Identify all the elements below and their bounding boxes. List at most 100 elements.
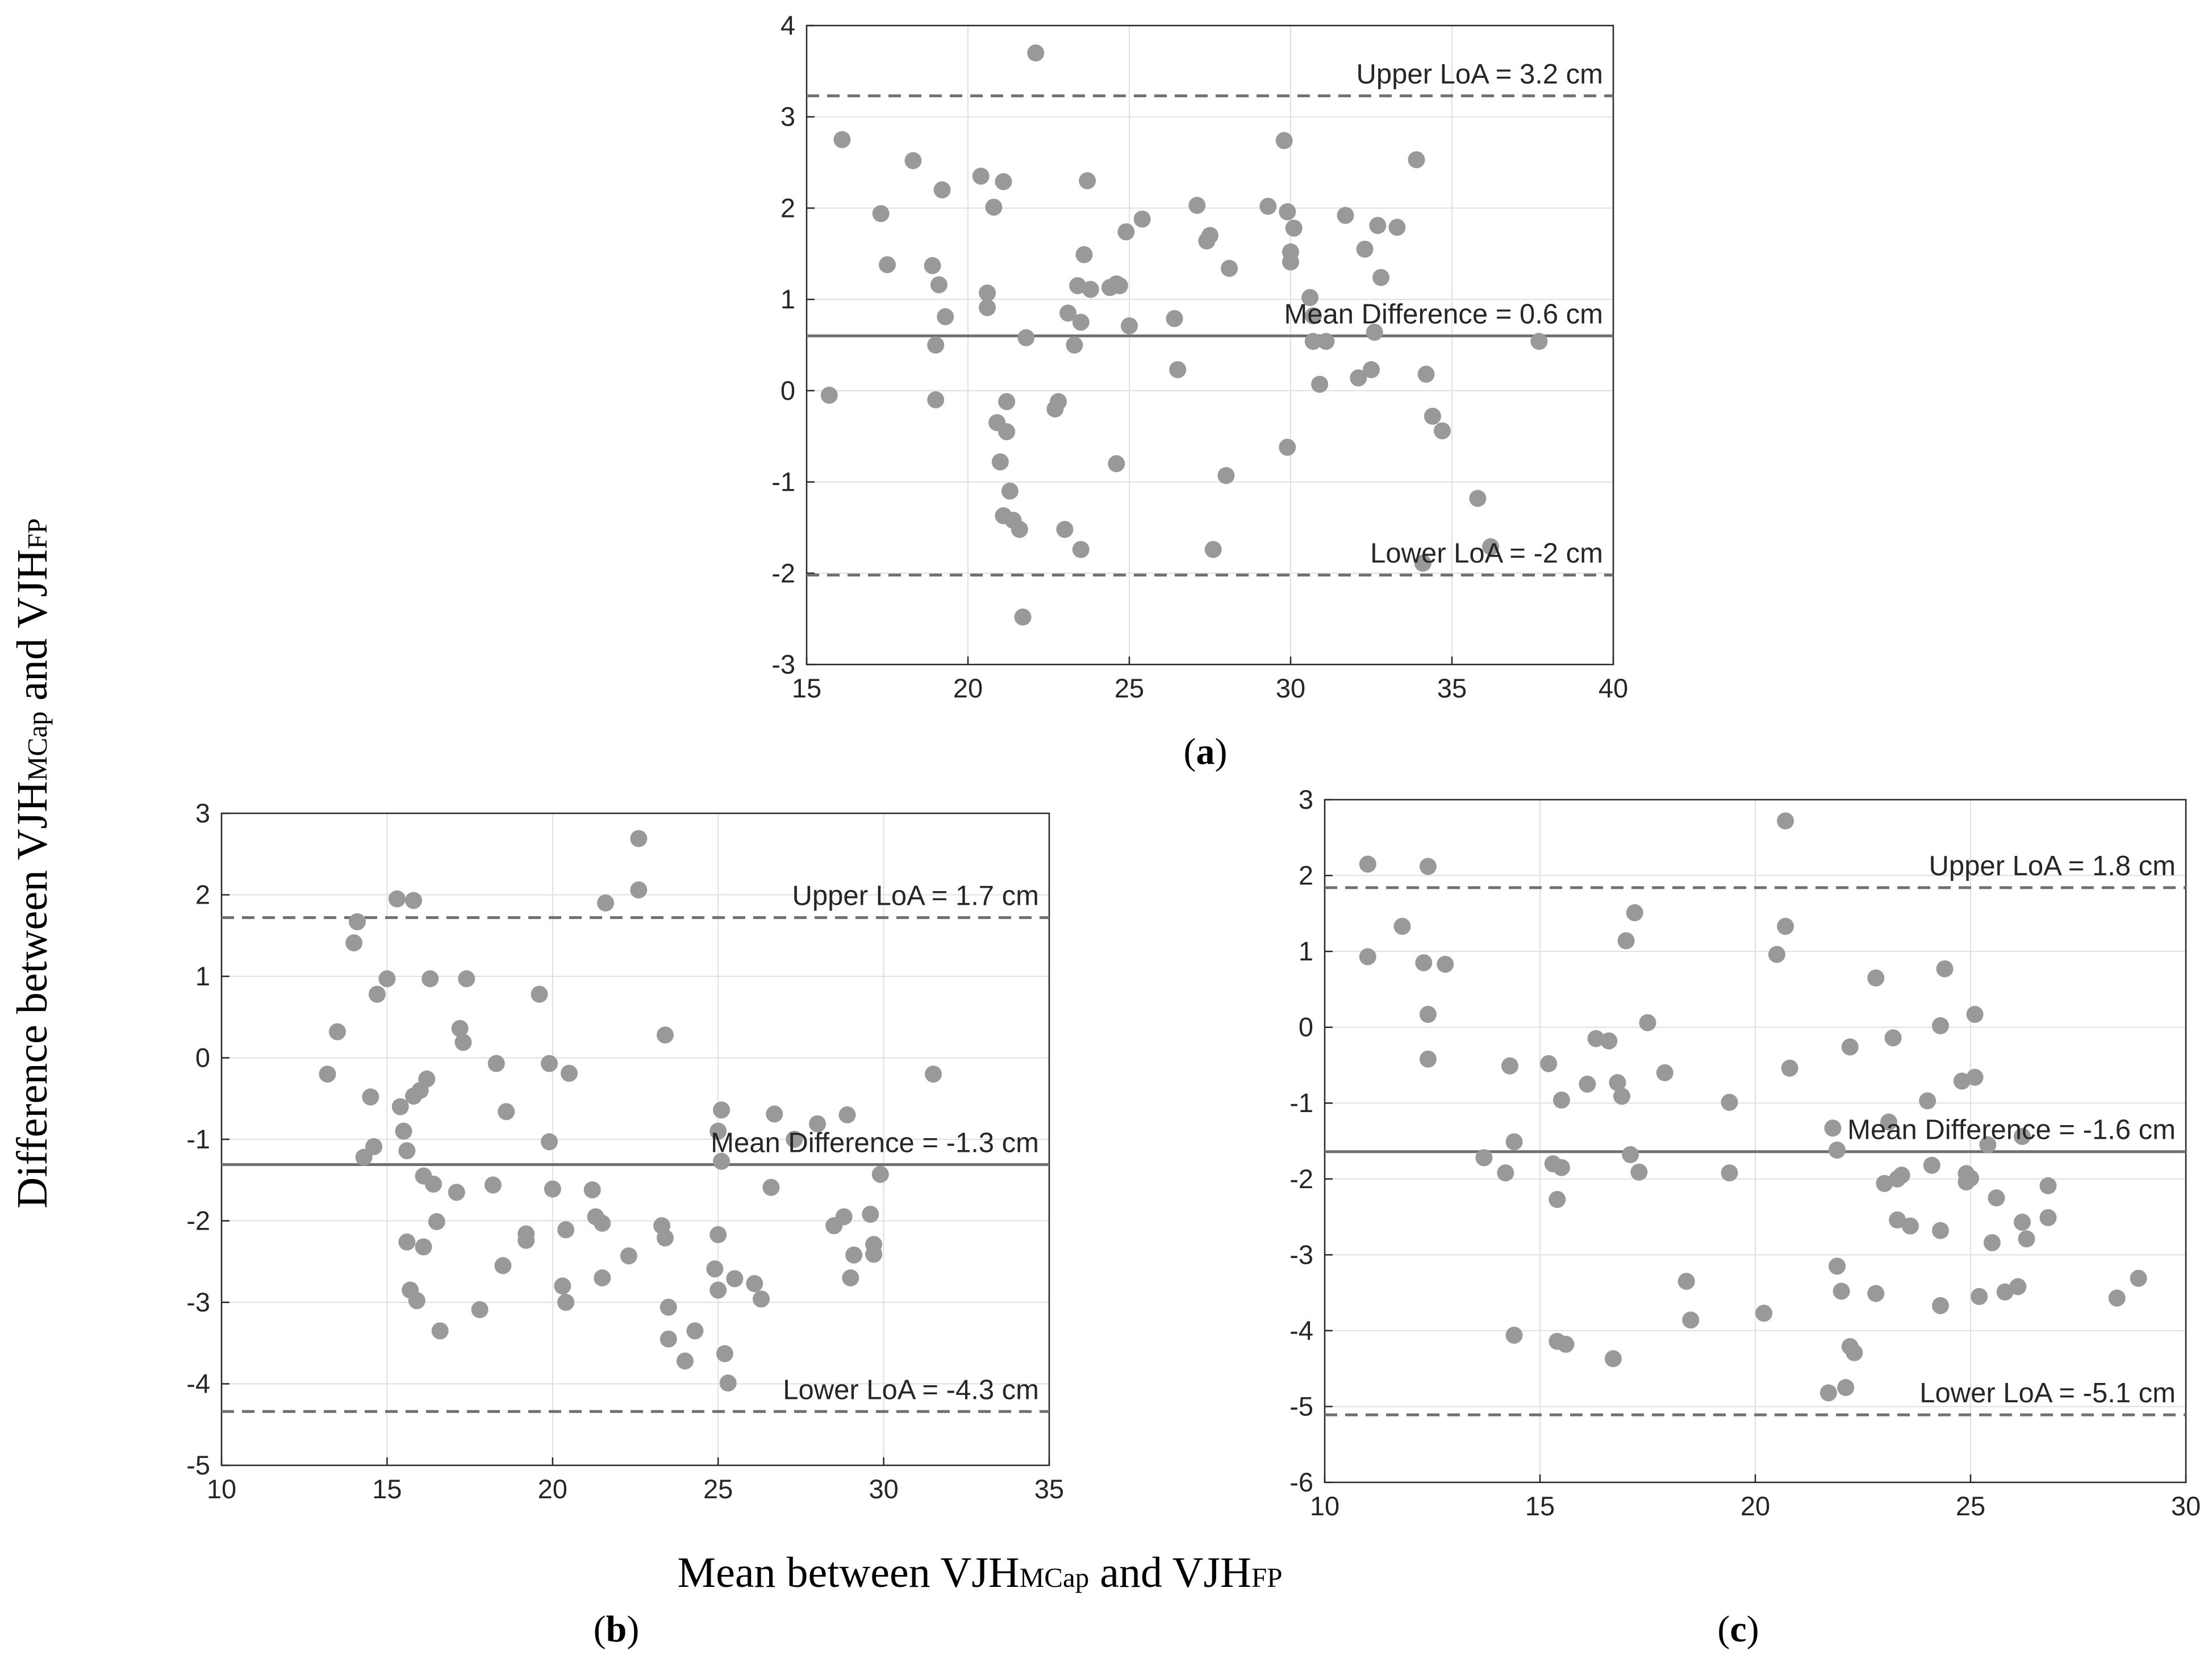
data-point [2013, 1127, 2031, 1145]
data-point [428, 1213, 445, 1230]
data-point [1027, 44, 1045, 62]
data-point [1388, 219, 1406, 236]
data-point [985, 198, 1003, 216]
x-tick-label: 25 [1115, 673, 1144, 703]
y-label-sub-mcap: MCap [22, 712, 53, 782]
data-point [415, 1238, 432, 1256]
data-point [1971, 1288, 1988, 1305]
data-point [1204, 541, 1222, 558]
data-point [1311, 375, 1329, 393]
data-point [1549, 1190, 1566, 1208]
data-point [1108, 455, 1125, 473]
y-label-sub-fp: FP [22, 518, 53, 549]
data-point [904, 152, 922, 169]
data-point [809, 1115, 827, 1133]
data-point [871, 1165, 889, 1183]
data-point [1777, 918, 1794, 935]
data-point [762, 1179, 780, 1196]
data-point [2013, 1213, 2031, 1231]
data-point [517, 1225, 535, 1243]
data-point [1931, 1017, 1949, 1034]
data-point [1275, 132, 1293, 149]
data-point [594, 1269, 611, 1286]
data-point [1282, 253, 1299, 271]
data-point [398, 1142, 416, 1160]
data-point [1001, 482, 1019, 500]
data-point [1188, 197, 1206, 214]
data-point [716, 1345, 733, 1363]
data-point [388, 890, 406, 908]
x-tick-label: 10 [207, 1474, 236, 1504]
data-point [1301, 289, 1319, 306]
data-point [927, 391, 945, 408]
data-point [1682, 1311, 1700, 1329]
data-point [1424, 407, 1441, 425]
data-point [709, 1122, 727, 1140]
x-tick-label: 20 [538, 1474, 567, 1504]
data-point [1919, 1092, 1936, 1110]
y-tick-label: -1 [186, 1124, 210, 1154]
data-point [719, 1374, 737, 1392]
lower-loa-label: Lower LoA = -2 cm [1370, 538, 1603, 569]
data-point [1846, 1344, 1863, 1361]
data-point [1557, 1335, 1575, 1353]
data-point [1777, 812, 1794, 830]
y-tick-label: -6 [1289, 1467, 1313, 1497]
data-point [1482, 538, 1500, 555]
data-point [2009, 1278, 2027, 1296]
data-point [1604, 1350, 1622, 1368]
data-point [937, 308, 954, 325]
data-point [1369, 216, 1387, 234]
data-point [1166, 310, 1183, 327]
data-point [1579, 1075, 1596, 1093]
data-point [862, 1206, 879, 1223]
x-tick-label: 20 [953, 673, 983, 703]
data-point [365, 1138, 383, 1155]
panel-a: 15 20 25 30 35 40 -3 -2 -1 0 1 2 3 4 Upper LoA = 3.2 c… [771, 10, 1628, 772]
data-point [421, 970, 439, 988]
data-point [458, 970, 475, 988]
data-point [979, 299, 996, 316]
data-point [1317, 333, 1335, 350]
data-point [1075, 246, 1093, 264]
data-point [1841, 1038, 1859, 1056]
y-tick-label: -3 [771, 649, 795, 679]
data-point [1505, 1326, 1523, 1344]
data-point [1880, 1113, 1897, 1131]
y-label-prefix: Difference between VJH [9, 781, 56, 1209]
y-tick-label: -3 [186, 1287, 210, 1317]
data-point [544, 1180, 561, 1198]
data-point [348, 913, 366, 930]
x-tick-label: 15 [372, 1474, 402, 1504]
data-point [1014, 608, 1032, 626]
y-tick-label: -3 [1289, 1239, 1313, 1269]
data-point [1768, 946, 1785, 963]
data-point [498, 1103, 515, 1121]
y-tick-label: 0 [781, 375, 795, 406]
data-point [1279, 438, 1296, 456]
data-point [1600, 1032, 1618, 1050]
data-point [1117, 223, 1135, 241]
data-point [660, 1330, 677, 1348]
data-point [1082, 281, 1099, 298]
data-point [924, 257, 941, 274]
data-point [1415, 954, 1433, 972]
data-point [630, 830, 648, 847]
y-tick-label: 1 [195, 961, 210, 991]
data-point [1359, 855, 1376, 873]
data-point [713, 1152, 731, 1170]
data-point [1552, 1091, 1570, 1109]
data-point [1540, 1055, 1558, 1072]
data-point [1433, 422, 1451, 440]
data-point [1419, 858, 1437, 875]
data-point [1201, 227, 1218, 244]
data-point [328, 1023, 346, 1040]
y-tick-label: -1 [771, 467, 795, 497]
data-point [1417, 365, 1435, 383]
data-point [1837, 1379, 1855, 1397]
data-point [1372, 269, 1390, 286]
data-point [1829, 1257, 1846, 1275]
data-point [1829, 1142, 1846, 1159]
data-point [1936, 960, 1954, 977]
